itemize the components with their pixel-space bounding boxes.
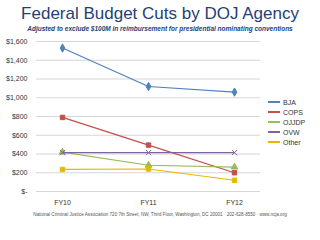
svg-text:FY11: FY11 [140,199,156,206]
html-text:BJA: BJA [283,98,296,106]
svg-text:$1,200: $1,200 [6,75,28,82]
svg-text:$800: $800 [12,113,28,120]
svg-text:$1,600: $1,600 [6,38,28,45]
html-text:COPS: COPS [283,108,303,116]
html-text:Adjusted to exclude $100M in r: Adjusted to exclude $100M in reimburseme… [27,25,293,32]
svg-text:$600: $600 [12,131,28,138]
html-text:Federal Budget Cuts by DOJ Age: Federal Budget Cuts by DOJ Agency [21,4,299,23]
svg-text:$-: $- [21,188,28,195]
svg-text:FY10: FY10 [54,199,71,206]
html-text:OVW: OVW [283,128,300,136]
svg-text:$200: $200 [12,169,28,176]
html-text:National Criminal Justice Asso: National Criminal Justice Association 72… [33,212,287,217]
svg-text:$1,400: $1,400 [6,56,28,63]
svg-text:$400: $400 [12,150,28,157]
html-text:Other: Other [283,138,301,146]
svg-text:FY12: FY12 [226,199,243,206]
html-text:OJJDP: OJJDP [283,118,306,126]
svg-text:$1,000: $1,000 [6,94,28,101]
